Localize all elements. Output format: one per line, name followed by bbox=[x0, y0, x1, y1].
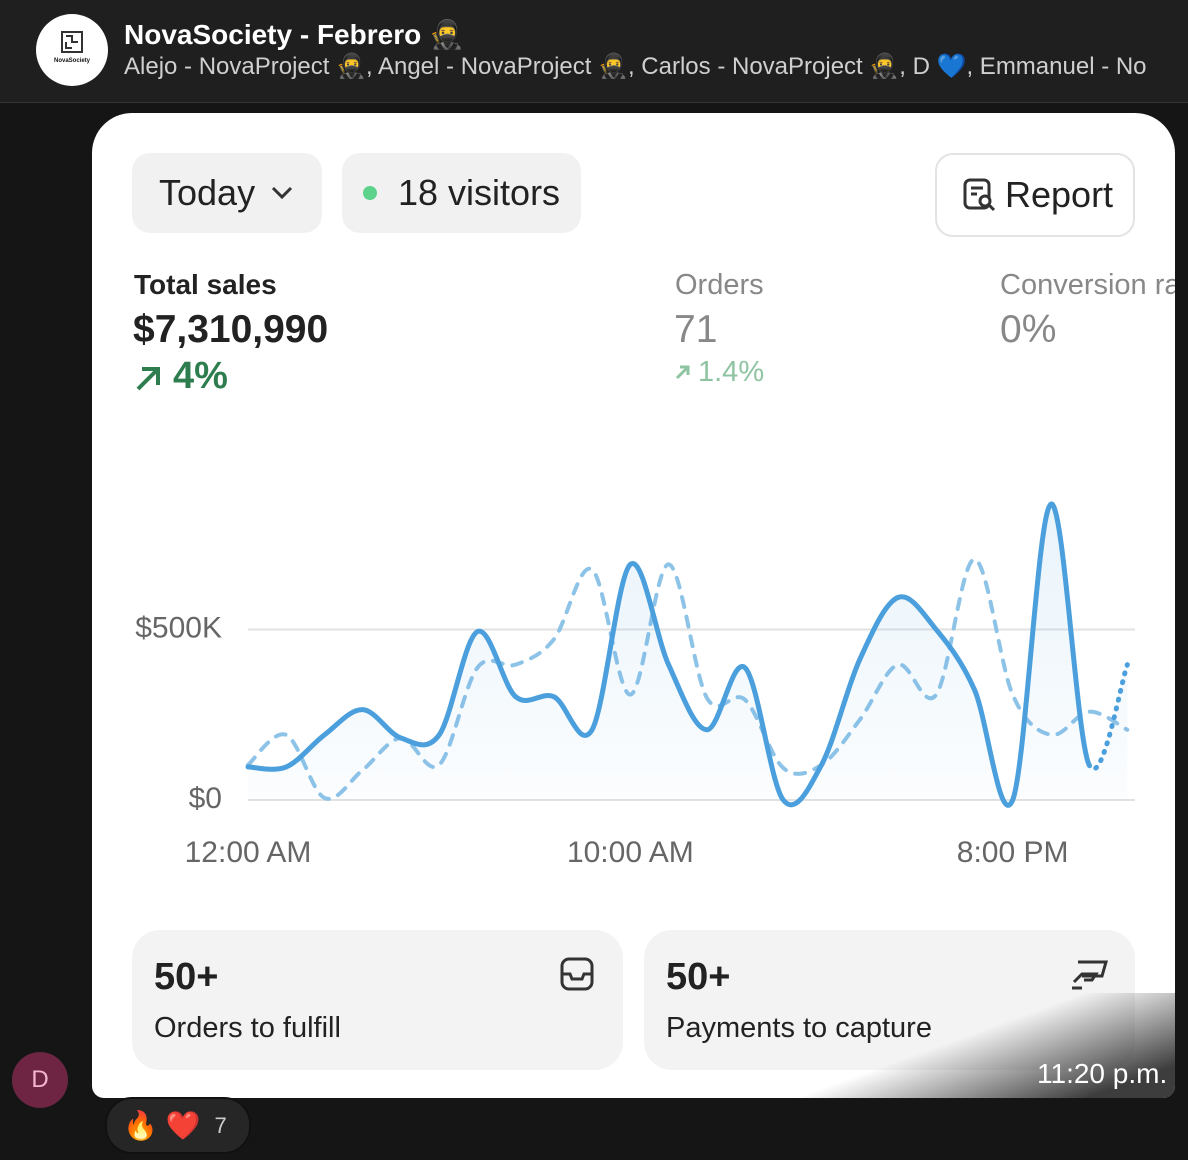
task-count: 50+ bbox=[666, 956, 731, 998]
x-tick-label: 8:00 PM bbox=[957, 836, 1069, 869]
chat-title: NovaSociety - Febrero 🥷 bbox=[124, 19, 464, 50]
logo-icon bbox=[61, 31, 83, 53]
metric-label: Conversion rate bbox=[1000, 269, 1175, 301]
inbox-icon bbox=[560, 957, 594, 991]
y-tick-label: $500K bbox=[135, 611, 222, 644]
reaction-count: 7 bbox=[214, 1112, 227, 1138]
x-tick-label: 12:00 AM bbox=[185, 836, 312, 869]
report-label: Report bbox=[1005, 174, 1114, 215]
up-arrow bbox=[675, 365, 690, 380]
group-avatar[interactable]: NovaSociety bbox=[36, 14, 108, 86]
metric-change: 4% bbox=[173, 355, 228, 397]
y-tick-label: $0 bbox=[189, 782, 222, 815]
metric-value: 71 bbox=[674, 308, 718, 351]
period-select[interactable]: Today bbox=[132, 153, 322, 233]
series-line bbox=[245, 501, 1130, 808]
visitors: 18 visitors bbox=[398, 172, 561, 213]
message-time: 11:20 p.m. bbox=[1037, 1058, 1168, 1089]
reaction-emojis: 🔥 ❤️ bbox=[123, 1110, 201, 1141]
payment-icon bbox=[1072, 960, 1108, 990]
period: Today bbox=[159, 172, 256, 213]
time-shade bbox=[792, 993, 1175, 1098]
task-count: 50+ bbox=[154, 956, 219, 998]
sender-avatar[interactable]: D bbox=[12, 1052, 68, 1108]
report-button[interactable]: Report bbox=[935, 153, 1135, 237]
series-area bbox=[248, 503, 1128, 806]
metric-value: 0% bbox=[1000, 308, 1057, 351]
logo-text: NovaSociety bbox=[53, 58, 90, 64]
metric-label: Total sales bbox=[134, 269, 277, 300]
task-card[interactable]: 50+ Orders to fulfill bbox=[132, 930, 623, 1070]
metric-label: Orders bbox=[675, 269, 764, 301]
series-line bbox=[246, 557, 1130, 801]
visitors-pill[interactable]: 18 visitors bbox=[342, 153, 581, 233]
metric-change: 1.4% bbox=[698, 356, 765, 388]
task-label: Orders to fulfill bbox=[154, 1012, 341, 1044]
chat-header[interactable]: NovaSociety NovaSociety - Febrero 🥷 Alej… bbox=[0, 0, 1188, 103]
chevron bbox=[272, 186, 293, 200]
live-dot bbox=[363, 186, 377, 200]
metric-value: $7,310,990 bbox=[133, 308, 329, 351]
report-icon bbox=[963, 178, 996, 212]
sender-initial: D bbox=[31, 1066, 49, 1093]
x-tick-label: 10:00 AM bbox=[567, 836, 694, 869]
up-arrow bbox=[136, 367, 160, 391]
members: Alejo - NovaProject 🥷, Angel - NovaProje… bbox=[124, 53, 1147, 80]
reactions[interactable]: 🔥 ❤️ 7 bbox=[105, 1097, 251, 1154]
